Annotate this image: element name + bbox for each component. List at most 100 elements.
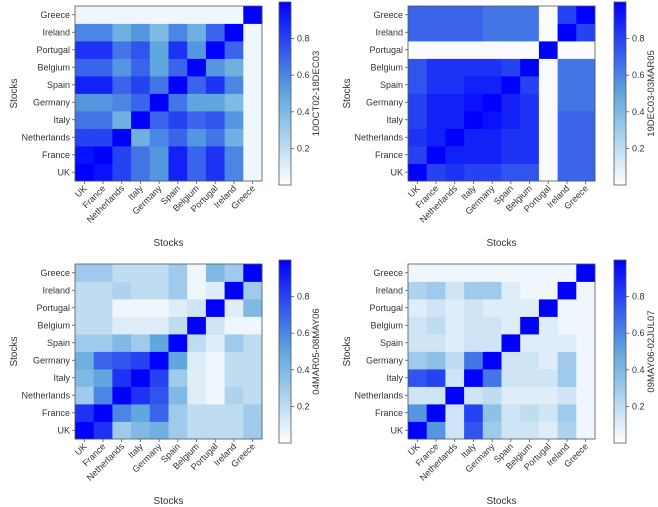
heatmap-cell <box>243 334 263 352</box>
y-tick-label: Spain <box>380 80 403 90</box>
heatmap-cell <box>75 386 95 405</box>
colorbar-tick-label: 0.6 <box>632 70 645 80</box>
heatmap-cell <box>168 316 188 335</box>
heatmap-cell <box>557 299 577 317</box>
plot-frame <box>407 263 596 440</box>
heatmap-cell <box>131 334 151 352</box>
heatmap-cell <box>464 23 484 42</box>
heatmap-cell <box>93 404 113 422</box>
heatmap-cell <box>557 334 577 352</box>
heatmap-cell <box>408 281 428 300</box>
heatmap-cell <box>445 264 465 282</box>
y-tick-label: Spain <box>47 338 70 348</box>
heatmap-cell <box>482 316 502 335</box>
heatmap-cell <box>149 386 169 405</box>
heatmap-cell <box>149 146 169 164</box>
y-tick-label: UK <box>57 425 70 435</box>
heatmap-cell <box>501 334 521 352</box>
heatmap-cell <box>149 6 169 24</box>
heatmap-cell <box>445 111 465 129</box>
heatmap-cell <box>224 316 244 335</box>
heatmap-cell <box>445 93 465 112</box>
heatmap-cell <box>205 111 225 129</box>
heatmap-cell <box>557 316 577 335</box>
heatmap-cell <box>93 76 113 94</box>
colorbar <box>278 1 292 186</box>
y-tick-label: Netherlands <box>354 390 403 400</box>
heatmap-cell <box>538 386 558 405</box>
heatmap-cell <box>131 369 151 387</box>
heatmap-cell <box>408 163 428 182</box>
heatmap-cell <box>75 334 95 352</box>
heatmap-cell <box>205 146 225 164</box>
heatmap-cell <box>149 404 169 422</box>
colorbar-tick-label: 0.2 <box>297 143 310 153</box>
heatmap-cell <box>408 264 428 282</box>
heatmap-cell <box>168 369 188 387</box>
y-tick-label: Portugal <box>36 303 70 313</box>
y-tick-label: UK <box>57 167 70 177</box>
heatmap-cell <box>149 351 169 370</box>
y-tick-label: Spain <box>380 338 403 348</box>
heatmap-cell <box>464 299 484 317</box>
y-tick-label: Netherlands <box>354 132 403 142</box>
heatmap-cell <box>131 421 151 440</box>
heatmap-cell <box>187 264 207 282</box>
heatmap-cell <box>520 299 540 317</box>
heatmap-cell <box>224 421 244 440</box>
heatmap-cell <box>408 128 428 147</box>
heatmap-cell <box>224 386 244 405</box>
heatmap-cell <box>131 111 151 129</box>
heatmap-cell <box>75 6 95 24</box>
heatmap-cell <box>243 299 263 317</box>
heatmap-cell <box>408 76 428 94</box>
heatmap-cell <box>538 111 558 129</box>
heatmap-cell <box>445 351 465 370</box>
heatmap-cell <box>482 146 502 164</box>
heatmap-cell <box>464 421 484 440</box>
heatmap-cell <box>149 334 169 352</box>
heatmap-cell <box>520 6 540 24</box>
heatmap-cell <box>187 351 207 370</box>
heatmap-cell <box>205 76 225 94</box>
heatmap-cell <box>168 6 188 24</box>
heatmap-cell <box>445 281 465 300</box>
heatmap-cell <box>501 316 521 335</box>
heatmap-cell <box>538 23 558 42</box>
heatmap-cell <box>501 299 521 317</box>
heatmap-cell <box>75 316 95 335</box>
heatmap-cell <box>520 111 540 129</box>
heatmap-cell <box>93 111 113 129</box>
heatmap-cell <box>482 23 502 42</box>
heatmap-cell <box>576 58 596 77</box>
heatmap-cell <box>205 41 225 59</box>
plot-frame <box>407 5 596 182</box>
y-axis-label: Stocks <box>9 78 20 108</box>
heatmap-cell <box>445 23 465 42</box>
heatmap-cell <box>520 334 540 352</box>
heatmap-cell <box>426 299 446 317</box>
heatmap-cell <box>93 386 113 405</box>
heatmap-cell <box>408 58 428 77</box>
heatmap-cell <box>224 111 244 129</box>
y-tick-label: Netherlands <box>21 132 70 142</box>
y-tick-label: Ireland <box>375 285 403 295</box>
heatmap-cell <box>576 334 596 352</box>
heatmap-cell <box>75 264 95 282</box>
heatmap-cell <box>131 281 151 300</box>
heatmap-cell <box>93 351 113 370</box>
heatmap-cell <box>501 93 521 112</box>
heatmap-cell <box>112 386 132 405</box>
heatmap-cell <box>557 264 577 282</box>
heatmap-cell <box>224 299 244 317</box>
heatmap-cell <box>224 146 244 164</box>
heatmap-cell <box>426 334 446 352</box>
heatmap-cell <box>557 404 577 422</box>
heatmap-cell <box>75 281 95 300</box>
heatmap-cell <box>187 23 207 42</box>
heatmap-cell <box>426 128 446 147</box>
heatmap-cell <box>112 111 132 129</box>
heatmap-cell <box>168 93 188 112</box>
heatmap-cell <box>187 281 207 300</box>
heatmap-cell <box>187 163 207 182</box>
